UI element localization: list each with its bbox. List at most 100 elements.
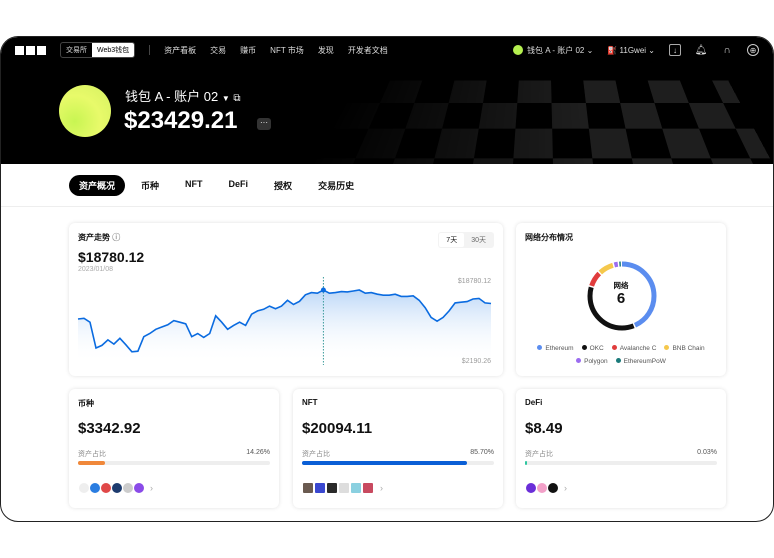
tab-defi[interactable]: DeFi	[228, 179, 249, 189]
card-value: $8.49	[525, 420, 563, 437]
range-7d[interactable]: 7天	[439, 233, 465, 247]
asset-icon	[314, 482, 326, 494]
nav-link-discover[interactable]: 发现	[317, 45, 334, 55]
network-card: 网络分布情况 网络 6 Ethereum OKC Avalanche C BNB…	[516, 223, 726, 376]
share-percent: 14.26%	[246, 449, 270, 456]
defi-card[interactable]: DeFi $8.49 资产占比 0.03% ›	[516, 389, 726, 508]
trend-chart[interactable]	[69, 223, 503, 376]
network-donut[interactable]	[516, 223, 726, 376]
card-value: $3342.92	[78, 420, 141, 437]
donut-slice-okc[interactable]	[587, 261, 657, 331]
account-avatar	[513, 45, 524, 56]
nav-link-nft-market[interactable]: NFT 市场	[270, 45, 304, 55]
download-icon[interactable]: ↓	[669, 44, 681, 56]
trend-area	[78, 290, 491, 363]
legend-row: Ethereum OKC Avalanche C BNB Chain	[516, 345, 726, 352]
nav-link-trade[interactable]: 交易	[210, 45, 227, 55]
range-30d[interactable]: 30天	[471, 237, 486, 244]
copy-icon[interactable]: ⧉	[233, 93, 241, 104]
tab-approvals[interactable]: 授权	[274, 181, 293, 191]
share-bar-fill	[525, 461, 528, 465]
more-icon[interactable]: ···	[257, 118, 271, 130]
wallet-balance: $23429.21	[124, 107, 238, 134]
card-title: DeFi	[525, 398, 543, 407]
trend-title: 资产走势 ⓘ	[78, 233, 121, 242]
globe-icon[interactable]: ⊕	[747, 44, 759, 56]
nav-link-assets[interactable]: 资产看板	[164, 45, 197, 55]
tokens-card[interactable]: 币种 $3342.92 资产占比 14.26% ›	[69, 389, 279, 508]
asset-icon	[350, 482, 362, 494]
max-label: $18780.12	[457, 278, 491, 285]
wallet-selector[interactable]: 钱包 A - 账户 02 ▼ ⧉	[125, 86, 241, 105]
share-label: 资产占比	[302, 451, 330, 458]
asset-icon	[338, 482, 350, 494]
legend-okc: OKC	[581, 345, 604, 352]
chevron-right-icon[interactable]: ›	[380, 483, 383, 493]
gas-selector[interactable]: ⛽ 11Gwei ⌄	[607, 46, 655, 55]
nav-link-dev-docs[interactable]: 开发者文档	[347, 45, 388, 55]
wallet-avatar	[59, 85, 111, 137]
share-label: 资产占比	[525, 451, 553, 458]
asset-icon	[547, 482, 559, 494]
card-value: $20094.11	[302, 420, 373, 437]
nft-card[interactable]: NFT $20094.11 资产占比 85.70% ›	[293, 389, 503, 508]
divider	[149, 45, 151, 55]
share-bar	[525, 461, 717, 465]
trend-date: 2023/01/08	[78, 266, 114, 273]
card-title: 币种	[78, 399, 94, 408]
network-title: 网络分布情况	[525, 233, 573, 242]
chevron-down-icon: ⌄	[648, 45, 655, 55]
share-bar	[302, 461, 494, 465]
legend-bnb: BNB Chain	[664, 345, 705, 352]
chevron-right-icon[interactable]: ›	[564, 483, 567, 493]
donut-slice-ethereum[interactable]	[587, 261, 657, 331]
share-percent: 0.03%	[697, 449, 717, 456]
top-nav: 交易所 Web3钱包 资产看板 交易 赚币 NFT 市场 发现 开发者文档 钱包…	[1, 37, 773, 63]
asset-trend-card: 资产走势 ⓘ 7天 30天 $18780.12 2023/01/08 $1878…	[69, 223, 503, 376]
legend-polygon: Polygon	[576, 358, 608, 365]
asset-icon	[133, 482, 145, 494]
tab-tokens[interactable]: 币种	[141, 181, 160, 191]
gas-value: 11Gwei	[619, 45, 647, 55]
range-switch: 7天 30天	[438, 232, 494, 248]
trend-value: $18780.12	[78, 249, 145, 265]
asset-icon	[362, 482, 374, 494]
legend-ethereumpow: EthereumPoW	[615, 358, 666, 365]
card-title: NFT	[302, 398, 318, 407]
wallet-header: 交易所 Web3钱包 资产看板 交易 赚币 NFT 市场 发现 开发者文档 钱包…	[1, 37, 773, 164]
legend-row: Polygon EthereumPoW	[516, 358, 726, 365]
chevron-right-icon[interactable]: ›	[150, 483, 153, 493]
share-bar-fill	[78, 461, 106, 465]
hover-point	[320, 287, 326, 293]
asset-tabs: 资产概况 币种 NFT DeFi 授权 交易历史	[69, 175, 364, 196]
headset-icon[interactable]: ∩	[723, 44, 731, 56]
wallet-name: 钱包 A - 账户 02	[125, 89, 219, 104]
network-count: 6	[616, 290, 626, 307]
share-bar	[78, 461, 270, 465]
share-bar-fill	[302, 461, 467, 465]
account-selector[interactable]: 钱包 A - 账户 02 ⌄	[513, 45, 593, 56]
checkerboard-background	[313, 80, 773, 164]
info-icon[interactable]: ⓘ	[112, 233, 121, 242]
okx-logo[interactable]	[15, 45, 46, 55]
bell-icon[interactable]: 🔔︎	[694, 44, 708, 56]
share-label: 资产占比	[78, 451, 106, 458]
trend-line	[77, 289, 492, 353]
nav-link-earn[interactable]: 赚币	[240, 45, 257, 55]
asset-icons[interactable]: ›	[78, 482, 153, 494]
web3-wallet-tab[interactable]: Web3钱包	[92, 43, 135, 57]
legend-ethereum: Ethereum	[537, 345, 574, 352]
asset-icons[interactable]: ›	[525, 482, 567, 494]
asset-icons[interactable]: ›	[302, 482, 383, 494]
chevron-down-icon: ⌄	[586, 45, 594, 55]
tab-history[interactable]: 交易历史	[318, 181, 355, 191]
gas-pump-icon: ⛽	[607, 45, 618, 55]
account-name: 钱包 A - 账户 02	[527, 45, 585, 55]
mode-switch: 交易所 Web3钱包	[60, 42, 136, 58]
exchange-tab[interactable]: 交易所	[66, 47, 87, 54]
legend-avalanche: Avalanche C	[611, 345, 656, 352]
tab-nft[interactable]: NFT	[185, 179, 203, 189]
share-percent: 85.70%	[470, 449, 494, 456]
divider	[1, 206, 773, 207]
tab-overview[interactable]: 资产概况	[69, 175, 126, 196]
